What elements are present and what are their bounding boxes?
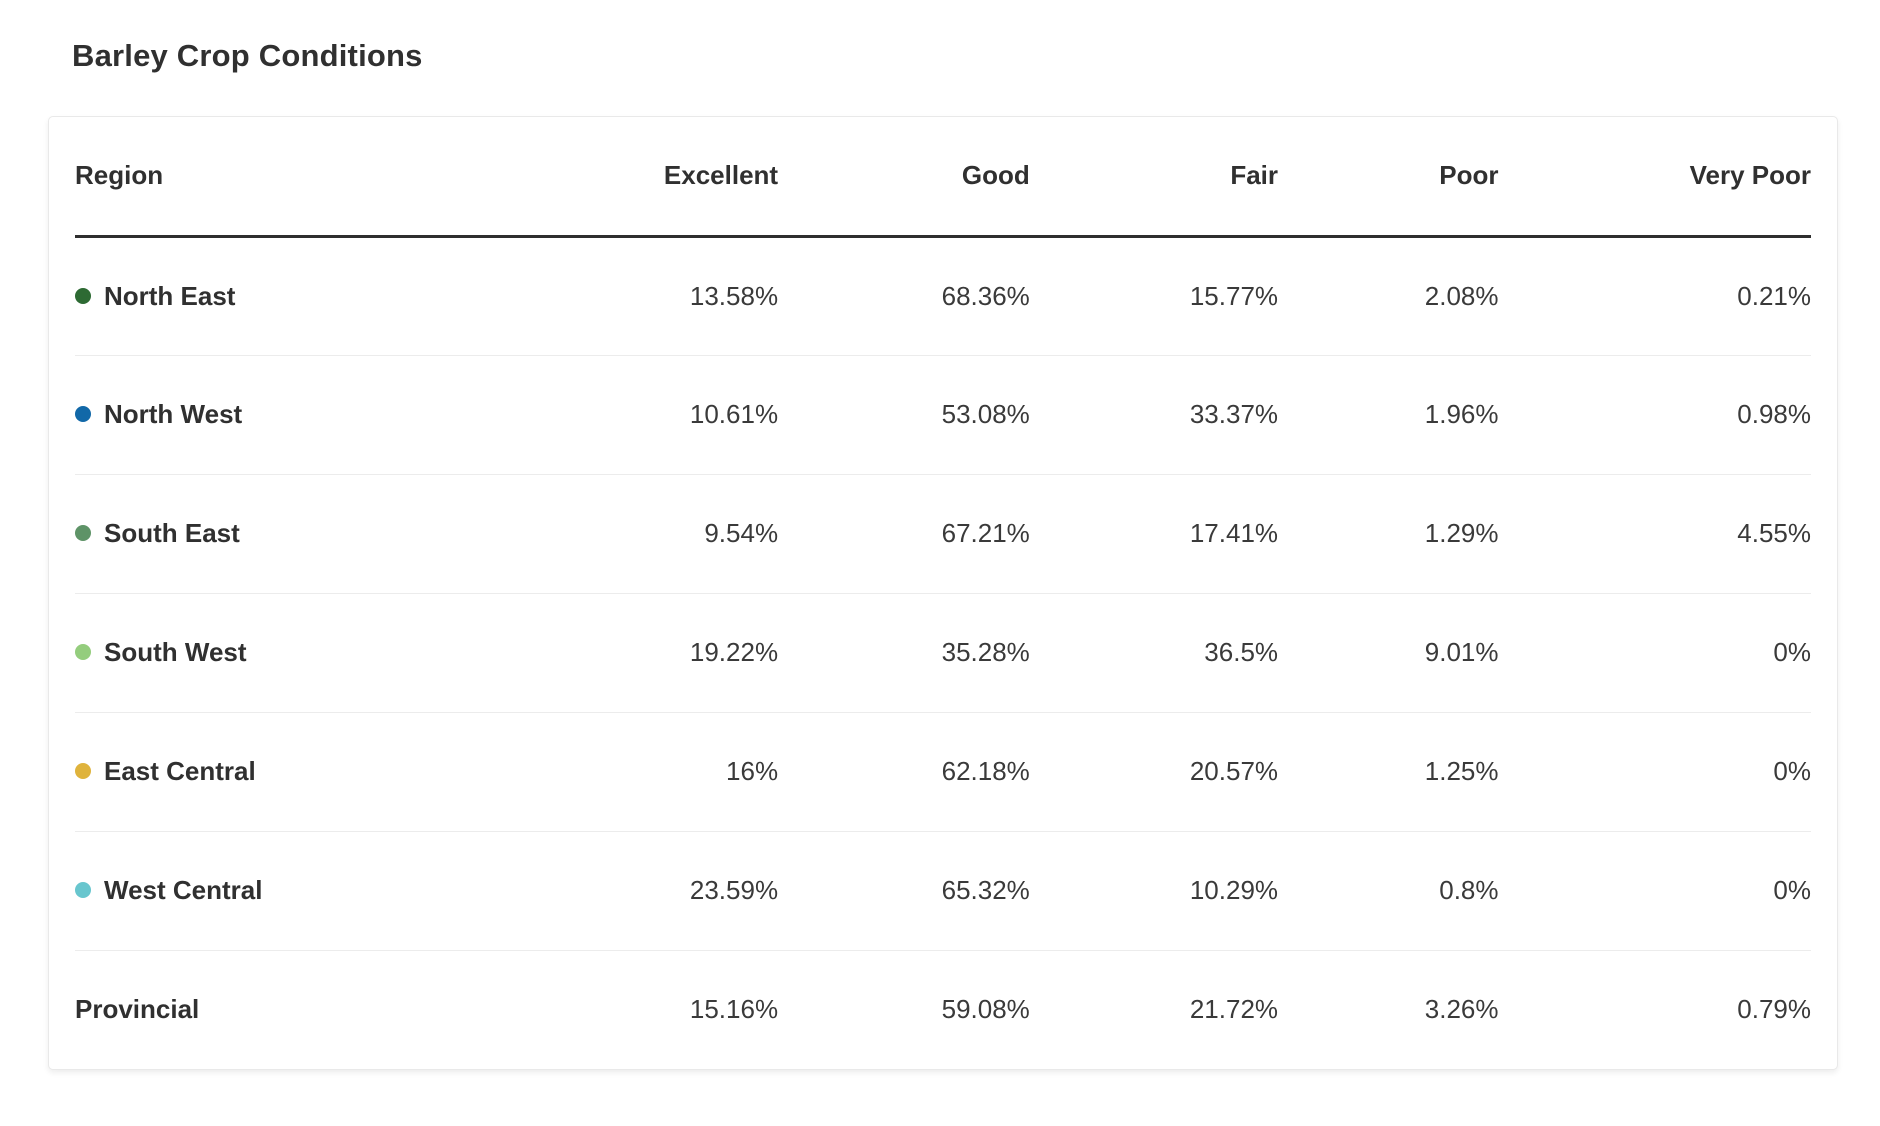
region-label: Provincial xyxy=(75,994,200,1025)
column-header-good: Good xyxy=(778,117,1030,238)
table-row: North East 13.58% 68.36% 15.77% 2.08% 0.21% xyxy=(75,236,1811,355)
value-cell: 15.77% xyxy=(1189,280,1279,311)
value-cell: 23.59% xyxy=(526,830,779,950)
series-color-dot-icon xyxy=(75,644,91,661)
value-cell: 62.18% xyxy=(778,711,1030,831)
value-cell: 10.29% xyxy=(1029,830,1279,950)
column-header-excellent: Excellent xyxy=(526,117,779,238)
region-label: North West xyxy=(104,399,243,429)
value-cell: 33.37% xyxy=(1029,354,1279,474)
region-cell: Provincial xyxy=(75,949,527,1069)
value-cell: 3.26% xyxy=(1278,949,1499,1069)
value-cell: 15.16% xyxy=(526,949,779,1069)
crop-conditions-table: Region Excellent Good Fair Poor Very Poor Nor… xyxy=(75,117,1811,1069)
region-cell: North East xyxy=(75,236,526,355)
value-cell: 9.54% xyxy=(526,473,779,593)
table-row: Provincial 15.16% 59.08% 21.72% 3.26% 0.79% xyxy=(75,949,1811,1069)
value-cell: 0.98% xyxy=(1498,354,1811,474)
value-cell: 65.32% xyxy=(778,830,1030,950)
value-cell: 19.22% xyxy=(526,592,779,712)
value-cell: 1.29% xyxy=(1278,473,1499,593)
value-cell: 21.72% xyxy=(1029,949,1279,1069)
column-header-poor: Poor xyxy=(1278,117,1499,238)
region-cell: North West xyxy=(75,354,527,474)
value-cell: 0.8% xyxy=(1278,830,1499,950)
table-row: East Central 16% 62.18% 20.57% 1.25% 0% xyxy=(75,711,1811,831)
table-body: North East 13.58% 68.36% 15.77% 2.08% 0.21% No… xyxy=(75,236,1811,1069)
value-cell: 9.01% xyxy=(1278,592,1499,712)
value-cell: 53.08% xyxy=(778,354,1030,474)
value-cell: 35.28% xyxy=(778,592,1030,712)
value-cell: 0% xyxy=(1498,830,1811,950)
column-header-very-poor: Very Poor xyxy=(1498,117,1811,238)
table-row: West Central 23.59% 65.32% 10.29% 0.8% 0% xyxy=(75,830,1811,950)
value-cell: 59.08% xyxy=(778,949,1030,1069)
region-cell: South East xyxy=(75,473,527,593)
table-header-row: Region Excellent Good Fair Poor Very Poor xyxy=(75,117,1811,238)
series-color-dot-icon xyxy=(75,287,91,304)
series-color-dot-icon xyxy=(75,525,91,542)
value-cell: 67.21% xyxy=(778,473,1030,593)
region-cell: South West xyxy=(75,592,527,712)
value-cell: 2.08% xyxy=(1424,280,1499,311)
value-cell: 0.79% xyxy=(1498,949,1811,1069)
region-label: East Central xyxy=(104,756,256,786)
crop-conditions-card: Region Excellent Good Fair Poor Very Poor Nor… xyxy=(48,116,1838,1070)
value-cell: 68.36% xyxy=(941,280,1030,311)
table-row: South East 9.54% 67.21% 17.41% 1.29% 4.55% xyxy=(75,473,1811,593)
value-cell: 4.55% xyxy=(1498,473,1811,593)
region-label: South East xyxy=(104,518,240,548)
series-color-dot-icon xyxy=(75,406,91,423)
region-cell: West Central xyxy=(75,830,527,950)
value-cell: 1.96% xyxy=(1278,354,1499,474)
value-cell: 0% xyxy=(1498,592,1811,712)
column-header-region: Region xyxy=(75,117,527,238)
value-cell: 16% xyxy=(526,711,779,831)
value-cell: 1.25% xyxy=(1278,711,1499,831)
series-color-dot-icon xyxy=(75,882,91,899)
table-row: South West 19.22% 35.28% 36.5% 9.01% 0% xyxy=(75,592,1811,712)
value-cell: 36.5% xyxy=(1029,592,1279,712)
value-cell: 13.58% xyxy=(689,280,779,311)
region-label: West Central xyxy=(104,875,263,905)
series-color-dot-icon xyxy=(75,763,91,780)
value-cell: 20.57% xyxy=(1029,711,1279,831)
table-row: North West 10.61% 53.08% 33.37% 1.96% 0.98% xyxy=(75,354,1811,474)
value-cell: 0.21% xyxy=(1737,280,1811,311)
value-cell: 10.61% xyxy=(526,354,779,474)
value-cell: 0% xyxy=(1498,711,1811,831)
column-header-fair: Fair xyxy=(1029,117,1279,238)
region-label: South West xyxy=(104,637,247,667)
region-label: North East xyxy=(104,280,236,311)
value-cell: 17.41% xyxy=(1029,473,1279,593)
page-title: Barley Crop Conditions xyxy=(72,38,423,73)
region-cell: East Central xyxy=(75,711,527,831)
